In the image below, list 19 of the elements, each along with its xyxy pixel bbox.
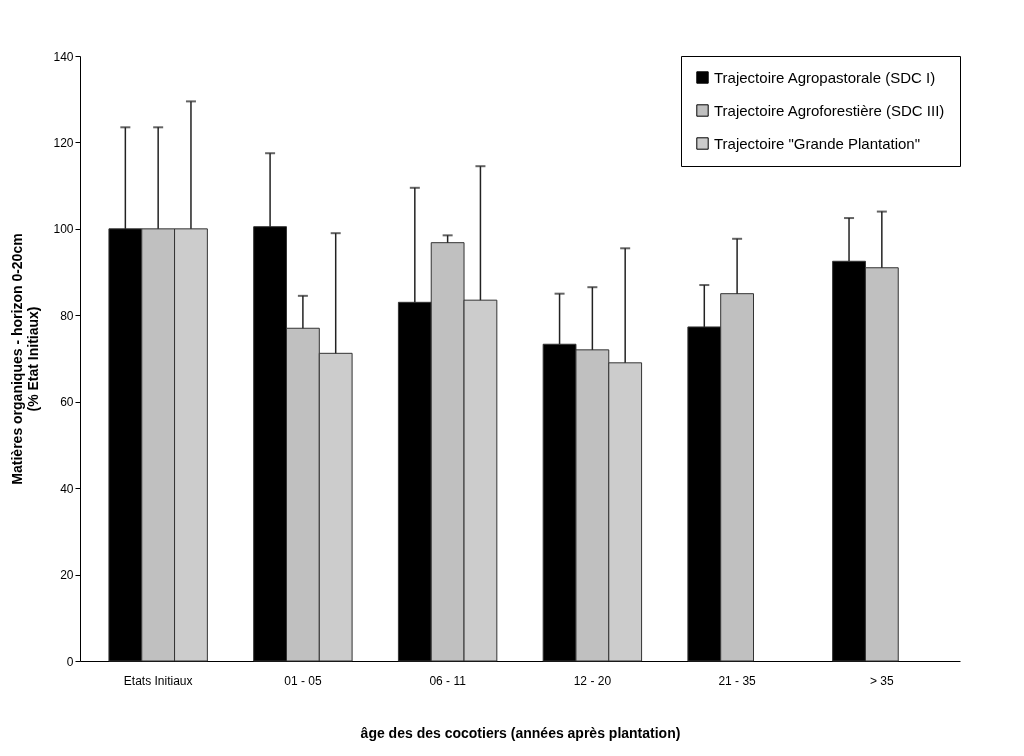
y-axis-title: Matières organiques - horizon 0-20cm (% Etat Initiaux) [9,233,42,485]
x-tick-label: 21 - 35 [718,673,757,688]
legend-label: Trajectoire Agropastorale (SDC I) [714,68,936,86]
y-tick-label: 60 [60,395,74,410]
x-tick-label: 06 - 11 [429,673,467,688]
x-tick-label: 12 - 20 [573,673,612,688]
y-tick-label: 120 [53,135,74,150]
y-tick-label: 20 [60,568,74,583]
y-tick-label: 100 [53,222,74,237]
legend-label: Trajectoire "Grande Plantation" [714,134,921,152]
x-tick-label: 01 - 05 [284,673,322,688]
y-tick-label: 0 [66,654,74,669]
y-tick-label: 80 [60,308,74,323]
x-tick-label: > 35 [869,673,895,688]
x-tick-label: Etats Initiaux [123,673,193,688]
y-tick-label: 140 [53,49,74,64]
x-axis-title: âge des des cocotiers (années après plantation) [360,724,681,741]
legend-label: Trajectoire Agroforestière (SDC III) [714,101,945,119]
y-tick-label: 40 [60,481,74,496]
